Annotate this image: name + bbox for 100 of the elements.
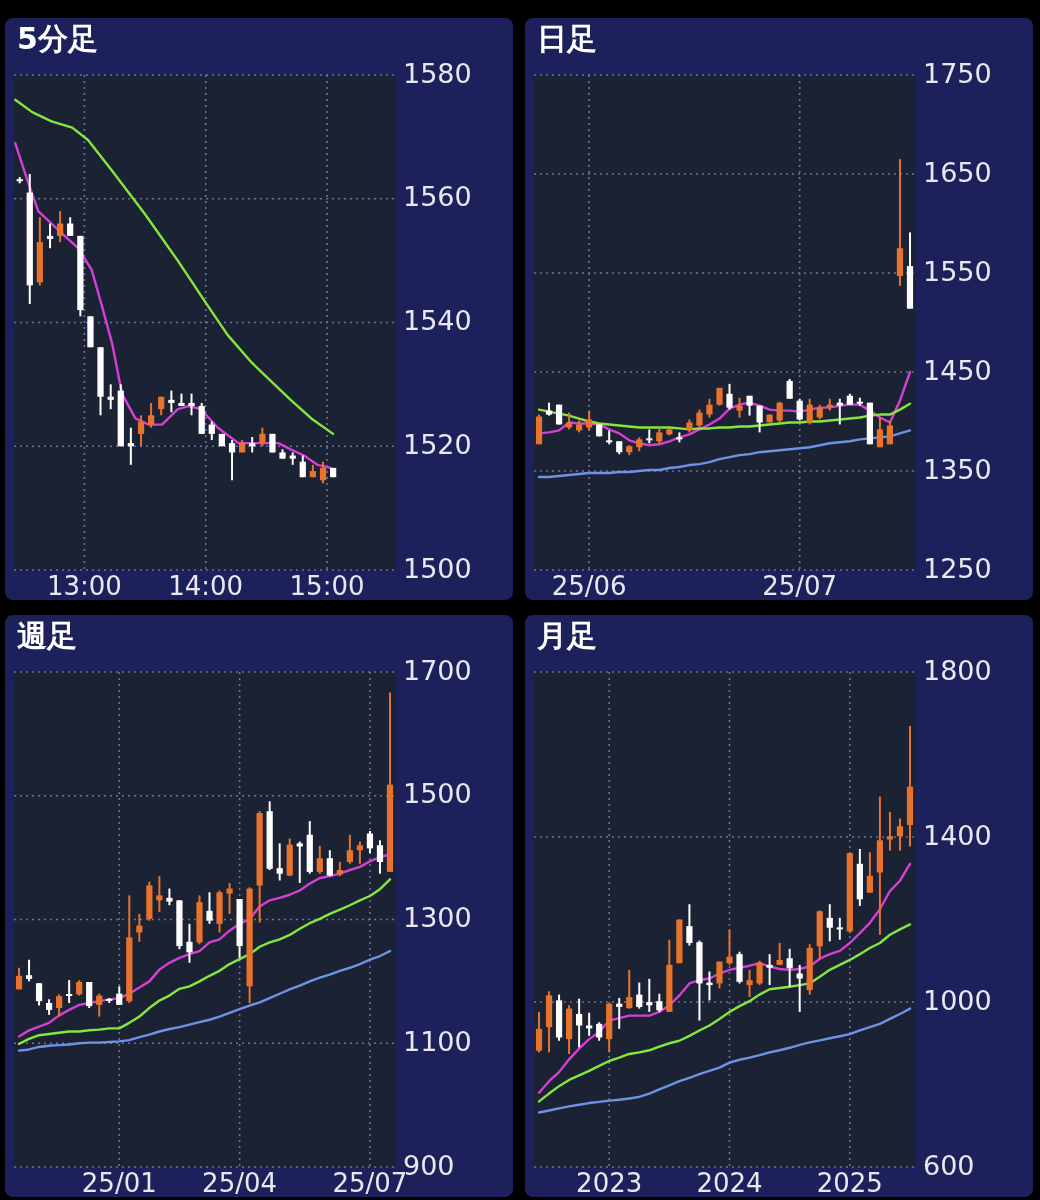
candlestick [137,414,145,448]
x-tick-label: 14:00 [168,570,244,601]
candlestick [826,903,833,943]
y-tick-label: 1350 [923,453,992,485]
y-tick-label: 1300 [403,902,472,933]
x-tick-label: 2024 [696,1167,763,1198]
candlestick [226,881,233,915]
candlestick [67,216,74,237]
line-series [537,402,912,431]
candlestick [116,985,123,1006]
line-series [537,1007,912,1114]
x-tick-label: 25/01 [81,1167,157,1198]
candlestick [228,439,236,482]
candlestick [836,916,843,941]
chart-title: 月足 [536,617,597,653]
candlestick [836,397,843,426]
candlestick [535,1010,543,1054]
candlestick [746,968,753,999]
chart-title: 日足 [537,20,597,56]
candlestick [206,891,213,925]
candlestick [656,992,663,1013]
candlestick [706,970,713,1002]
x-tick-label: 2025 [816,1167,883,1198]
y-tick-label: 600 [923,1149,975,1181]
y-tick-label: 1000 [923,984,992,1016]
candlestick [876,416,884,449]
candlestick [786,377,793,400]
candlestick [46,222,54,250]
candlestick [776,400,783,424]
y-tick-label: 1400 [923,819,992,851]
line-series [17,949,392,1052]
candlestick [686,903,693,947]
candlestick [147,401,155,429]
y-tick-label: 1650 [923,156,992,188]
candlestick [296,840,303,884]
candlestick [756,404,763,434]
candlestick [168,389,175,414]
y-tick-label: 1580 [403,57,472,89]
candlestick [706,397,713,419]
candlestick [346,833,353,865]
candlestick [776,942,783,966]
candlestick [896,817,904,852]
y-tick-label: 1250 [923,552,992,584]
candlestick [316,844,323,875]
candlestick [756,959,763,987]
candlestick [716,960,723,990]
candlestick [188,392,195,417]
candlestick [726,382,733,411]
candlestick [736,396,743,419]
candlestick [276,842,283,882]
candlestick [636,981,643,1010]
candlestick [726,928,733,966]
candlestick [326,849,333,878]
chart-title: 週足 [17,617,77,653]
x-tick-label: 2023 [576,1167,643,1198]
y-tick-label: 1500 [403,552,472,584]
candlestick [186,922,193,964]
candlestick [626,968,633,1010]
y-tick-label: 1700 [403,654,472,686]
y-tick-label: 1540 [403,305,472,336]
candlestick [866,851,873,894]
candlestick [25,958,33,983]
candlestick [35,982,43,1007]
candlestick [356,840,364,865]
candlestick [56,993,63,1018]
x-tick-label: 13:00 [46,570,122,601]
candlestick [56,210,64,244]
y-tick-label: 1750 [923,57,992,89]
candlestick [596,1021,603,1042]
x-tick-label: 25/06 [551,570,627,601]
y-tick-label: 1100 [403,1025,472,1057]
candlestick [107,383,114,411]
candlestick [208,420,215,442]
candlestick [766,953,773,987]
y-tick-label: 1450 [923,354,992,386]
chart-title: 5分足 [17,20,98,56]
line-series [537,862,912,1094]
line-series [537,923,912,1103]
candlestick [156,875,163,914]
candlestick [366,830,374,855]
candlestick [806,397,813,426]
y-tick-label: 1500 [403,778,472,810]
x-tick-label: 25/07 [762,570,838,601]
candlestick [66,979,73,1005]
candlestick [319,460,327,485]
y-tick-label: 1560 [403,181,472,213]
candlestick [376,839,384,875]
candlestick [576,997,583,1049]
candlestick [127,426,134,466]
line-series [14,141,332,470]
y-tick-label: 1550 [923,255,992,287]
x-tick-label: 15:00 [289,570,365,601]
y-tick-label: 1800 [923,654,992,686]
line-series [17,878,392,1046]
line-series [14,98,335,436]
y-tick-label: 1520 [403,428,472,460]
x-tick-label: 25/04 [202,1167,278,1198]
candlestick [786,947,793,988]
candlestick [259,426,266,448]
candlestick [96,992,103,1018]
